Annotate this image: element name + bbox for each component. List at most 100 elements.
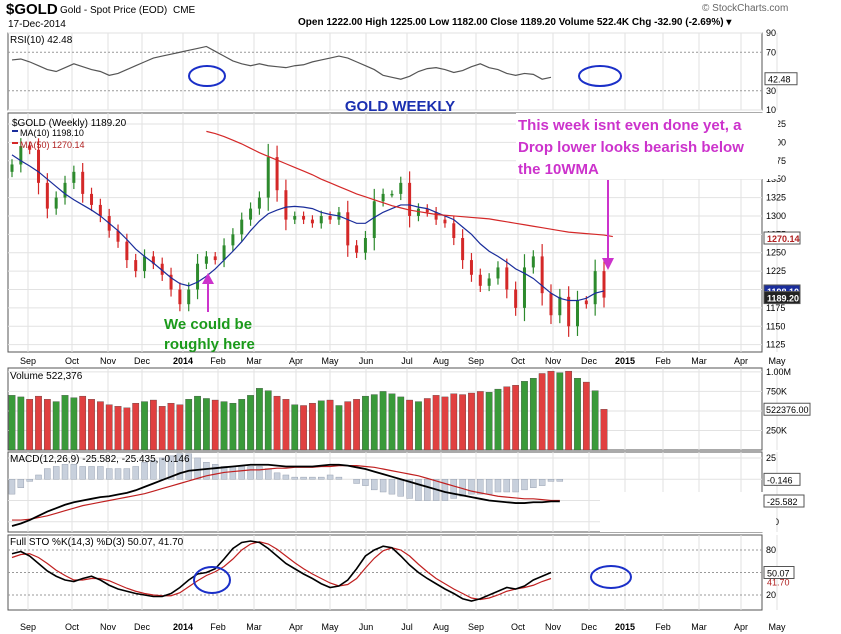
volume-value-tag	[763, 402, 811, 416]
x-tick-label: Oct	[511, 622, 526, 632]
macd-histogram-bar	[44, 468, 51, 480]
annotation-box-right	[516, 113, 778, 179]
volume-bar	[176, 404, 184, 451]
macd-histogram-bar	[538, 479, 546, 486]
x-tick-label: Feb	[210, 356, 226, 366]
macd-histogram-bar	[167, 455, 175, 480]
macd-histogram-bar	[300, 476, 307, 480]
x-tick-label: Apr	[289, 356, 303, 366]
volume-bar	[317, 400, 325, 451]
x-tick-label: Nov	[545, 622, 562, 632]
x-tick-label: Dec	[134, 356, 151, 366]
macd-histogram-bar	[318, 476, 325, 480]
volume-bar	[264, 390, 272, 451]
volume-legend: Volume 522,376	[10, 371, 83, 382]
price-bar-body	[346, 212, 350, 246]
volume-bar	[203, 398, 210, 451]
price-bar-body	[143, 256, 147, 272]
x-tick-label: Jul	[401, 622, 413, 632]
price-bar-body	[293, 215, 297, 220]
macd-histogram-bar	[203, 462, 210, 480]
volume-bar	[273, 395, 281, 451]
macd-histogram-bar	[335, 476, 343, 480]
y-tick-label: 30	[766, 86, 776, 96]
volume-bar	[309, 402, 316, 451]
y-tick-label: 250K	[766, 425, 787, 435]
y-tick-label: 90	[766, 28, 776, 38]
macd-histogram-bar	[88, 466, 95, 480]
price-tag	[763, 291, 801, 305]
x-tick-label: Apr	[734, 622, 748, 632]
volume-bar	[141, 401, 148, 451]
panel-frame-rsi	[7, 32, 763, 111]
annotation-arrow-left-head	[202, 273, 214, 284]
macd-histogram-bar	[8, 479, 16, 495]
x-tick-label: Apr	[289, 622, 303, 632]
macd-histogram-bar	[556, 479, 564, 482]
annotation-right-line: the 10WMA	[518, 161, 599, 178]
price-bar-body	[505, 267, 509, 290]
macd-histogram-bar	[229, 466, 237, 480]
macd-line	[11, 463, 560, 527]
x-tick-label: Mar	[246, 356, 262, 366]
macd-histogram-bar	[450, 479, 457, 499]
volume-bar	[26, 399, 34, 451]
volume-bar	[8, 395, 16, 451]
instrument-name: Gold - Spot Price (EOD)	[60, 5, 168, 16]
x-tick-label: Jun	[359, 622, 374, 632]
macd-histogram-bar	[61, 464, 69, 480]
annotation-right-line: This week isnt even done yet, a	[518, 117, 742, 134]
volume-bar	[97, 401, 104, 451]
chart-date: 17-Dec-2014	[8, 19, 66, 30]
macd-histogram-bar	[485, 479, 493, 495]
x-tick-label: Sep	[20, 622, 36, 632]
volume-bar	[167, 402, 175, 451]
volume-bar	[335, 405, 343, 451]
macd-histogram-bar	[238, 466, 245, 480]
price-bar-body	[63, 182, 67, 198]
y-tick-label: 20	[766, 590, 776, 600]
price-bar-body	[461, 238, 465, 261]
x-tick-label: Oct	[511, 356, 526, 366]
volume-bar	[158, 406, 166, 451]
stochastic-k-tag-label: 50.07	[767, 569, 790, 579]
price-bar-body	[28, 146, 32, 150]
macd-histogram-bar	[70, 464, 78, 480]
macd-histogram-bar	[406, 479, 413, 499]
price-bar-body	[372, 201, 376, 239]
price-bar-body	[240, 219, 244, 235]
macd-value-tag-label: -25.582	[767, 497, 798, 507]
volume-bar	[459, 394, 466, 451]
y-tick-label: 1.00M	[766, 367, 791, 377]
price-bar-body	[434, 212, 438, 220]
y-tick-label: 1175	[766, 303, 785, 313]
stochastic-d-tag-label: 41.70	[767, 578, 790, 588]
volume-bar	[494, 388, 502, 451]
price-tag-label: 1270.14	[767, 234, 800, 244]
macd-blank-patch	[600, 492, 776, 532]
price-bar-body	[593, 271, 597, 305]
rsi-line	[11, 45, 552, 80]
macd-histogram-bar	[123, 468, 131, 480]
volume-bar	[282, 399, 290, 451]
volume-bar	[538, 373, 546, 451]
macd-histogram-tag-label: -0.146	[767, 475, 793, 485]
price-bar-body	[575, 300, 579, 327]
stochastic-legend: Full STO %K(14,3) %D(3) 50.07, 41.70	[10, 537, 184, 548]
price-bar-body	[408, 182, 412, 216]
y-tick-label: 25	[766, 453, 776, 463]
price-bar-body	[160, 263, 164, 275]
volume-bar	[300, 405, 307, 451]
price-bar-body	[443, 219, 447, 224]
x-tick-label: Feb	[655, 356, 671, 366]
x-tick-label: Aug	[433, 356, 449, 366]
price-bar-body	[584, 300, 588, 305]
price-bar-body	[540, 256, 544, 294]
stochastic-highlight-ellipse-right	[590, 565, 632, 589]
volume-bar	[362, 395, 369, 451]
macd-histogram-bar	[26, 479, 33, 482]
volume-bar	[547, 370, 555, 451]
x-tick-label: 2015	[615, 356, 635, 366]
volume-bar	[43, 399, 51, 451]
macd-histogram-bar	[468, 479, 475, 495]
